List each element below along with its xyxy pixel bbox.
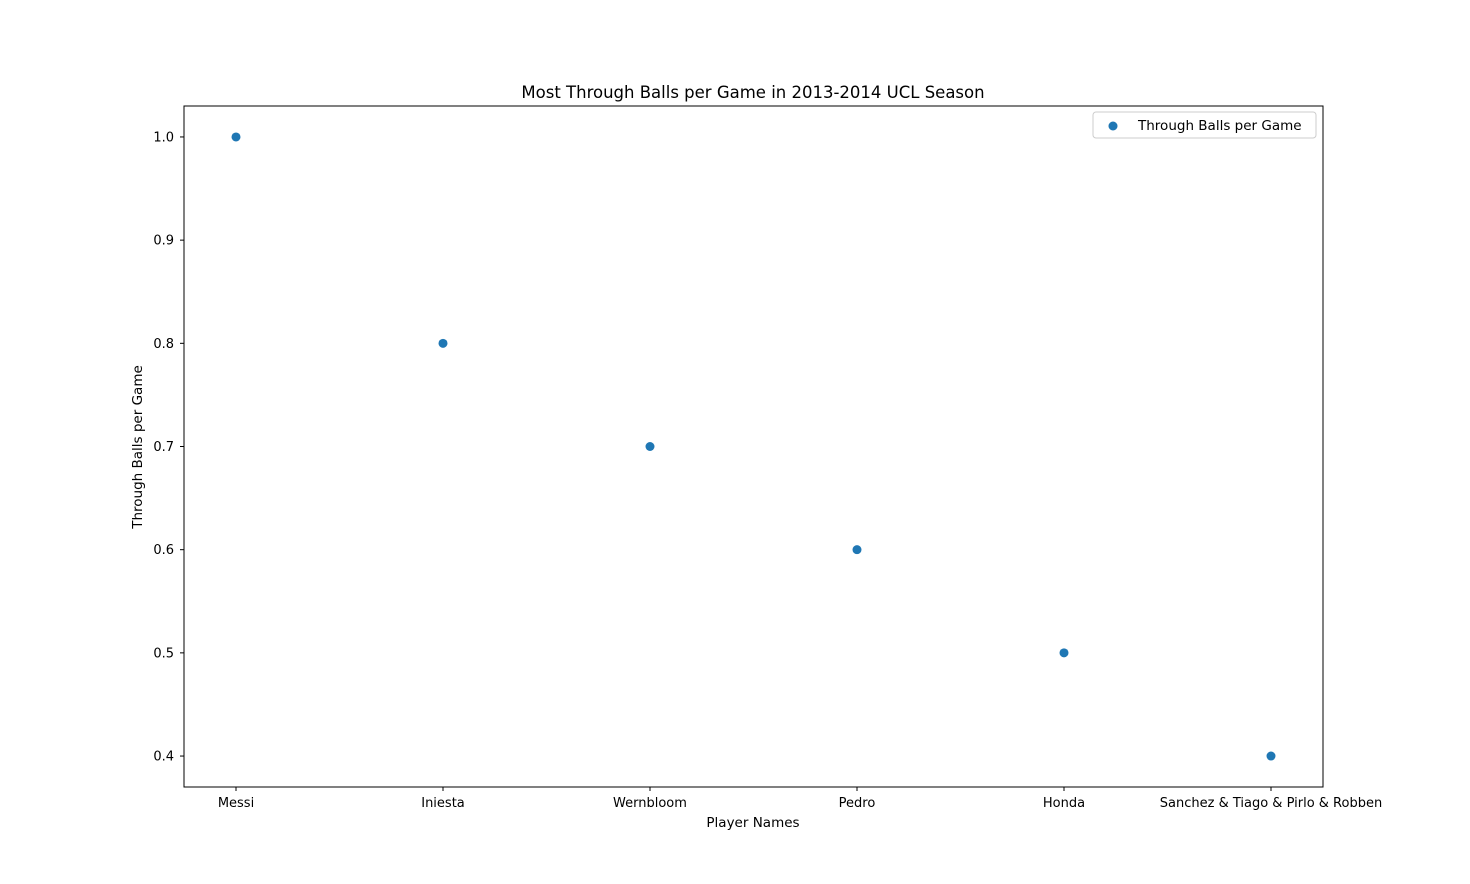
- data-point: [852, 545, 862, 555]
- x-tick-label: Honda: [1043, 796, 1085, 811]
- y-tick-label: 1.0: [153, 130, 174, 145]
- legend-marker: [1108, 121, 1118, 131]
- data-point: [1266, 751, 1276, 761]
- y-tick-label: 0.4: [153, 750, 174, 765]
- x-axis-ticks: Messi Iniesta Wernbloom Pedro Honda Sanchez &…: [218, 787, 1382, 811]
- plot-background: [184, 106, 1323, 787]
- y-axis-ticks: 0.4 0.5 0.6 0.7 0.8 0.9 1.0: [153, 130, 184, 765]
- y-axis-label: Through Balls per Game: [130, 365, 146, 530]
- legend-box: [1092, 111, 1317, 139]
- data-point: [645, 442, 655, 451]
- y-tick-label: 0.5: [153, 646, 174, 661]
- data-points: [231, 132, 1276, 761]
- x-axis-label: Player Names: [706, 815, 799, 831]
- x-tick-label: Sanchez & Tiago & Pirlo & Robben: [1160, 796, 1382, 811]
- x-tick-label: Messi: [218, 796, 254, 811]
- y-tick-label: 0.7: [153, 440, 174, 455]
- x-tick-label: Iniesta: [421, 796, 465, 811]
- x-tick-label: Pedro: [839, 796, 876, 811]
- legend-label: Through Balls per Game: [1137, 118, 1302, 134]
- x-tick-label: Wernbloom: [613, 796, 687, 811]
- data-point: [438, 338, 448, 348]
- y-tick-label: 0.6: [153, 543, 174, 558]
- y-tick-label: 0.9: [153, 234, 174, 249]
- legend: Through Balls per Game: [1092, 111, 1317, 139]
- chart-title: Most Through Balls per Game in 2013-2014…: [521, 83, 984, 102]
- plot-frame: [183, 105, 1324, 788]
- data-point: [1059, 648, 1069, 658]
- y-tick-label: 0.8: [153, 337, 174, 352]
- data-point: [231, 132, 241, 142]
